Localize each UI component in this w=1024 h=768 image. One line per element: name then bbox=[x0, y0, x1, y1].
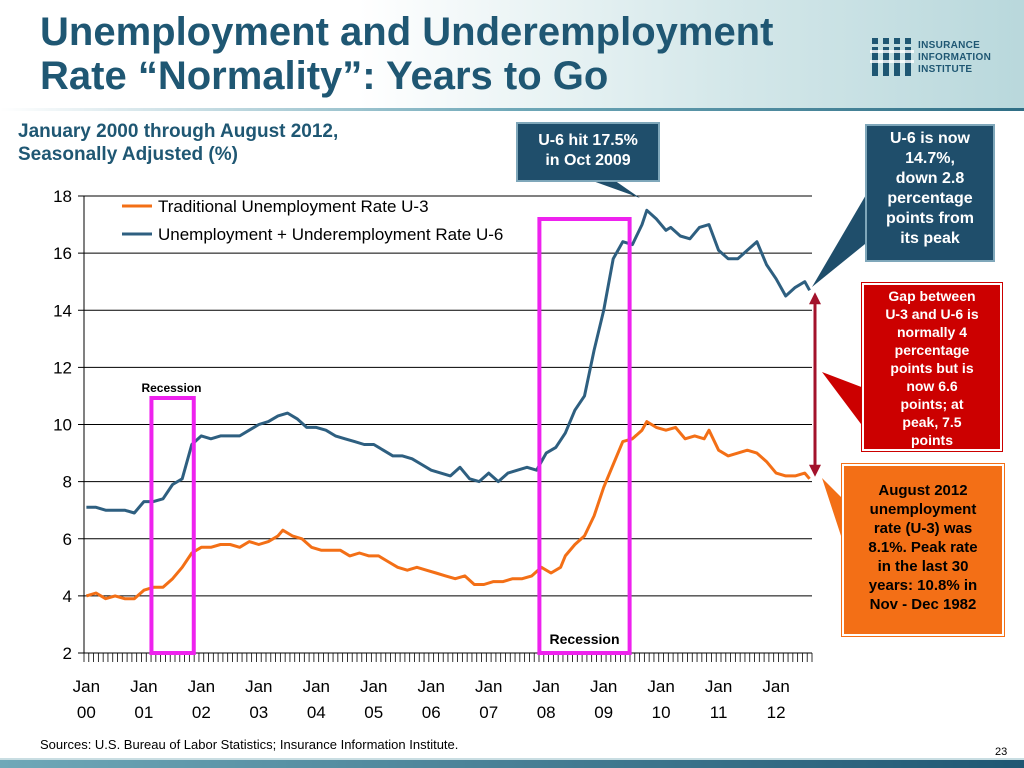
x-tick-label-year: 01 bbox=[134, 703, 153, 722]
callout-now-pointer bbox=[812, 188, 870, 287]
y-tick-label: 8 bbox=[63, 473, 72, 492]
x-tick-label-year: 02 bbox=[192, 703, 211, 722]
x-tick-label-month: Jan bbox=[245, 677, 272, 696]
x-tick-label-month: Jan bbox=[303, 677, 330, 696]
x-tick-label-month: Jan bbox=[647, 677, 674, 696]
callout-aug-pointer bbox=[822, 478, 844, 545]
subtitle-line-1: January 2000 through August 2012, bbox=[18, 121, 339, 142]
callout-aug-line-3: rate (U-3) was bbox=[873, 520, 973, 537]
x-tick-label-year: 03 bbox=[249, 703, 268, 722]
legend-label-u6: Unemployment + Underemployment Rate U-6 bbox=[158, 225, 503, 244]
x-tick-label-month: Jan bbox=[705, 677, 732, 696]
series-line-u6 bbox=[86, 208, 811, 515]
x-tick-label-year: 08 bbox=[537, 703, 556, 722]
callout-gap-line-5: points but is bbox=[890, 360, 974, 376]
page-number: 23 bbox=[995, 746, 1008, 758]
y-tick-label: 6 bbox=[63, 530, 72, 549]
sources-note: Sources: U.S. Bureau of Labor Statistics… bbox=[40, 737, 459, 752]
y-tick-label: 16 bbox=[53, 244, 72, 263]
callout-gap-line-1: Gap between bbox=[888, 288, 976, 304]
logo-line-2: INFORMATION bbox=[918, 52, 992, 63]
x-tick-label-year: 04 bbox=[307, 703, 326, 722]
y-tick-label: 4 bbox=[63, 587, 72, 606]
callout-august-2012: August 2012 unemployment rate (U-3) was 8.1… bbox=[841, 463, 1005, 637]
series-line-u3 bbox=[85, 420, 811, 601]
callout-now-line-3: down 2.8 bbox=[895, 170, 965, 187]
page-title: Unemployment and Underemployment Rate “N… bbox=[40, 10, 840, 98]
x-tick-label-month: Jan bbox=[360, 677, 387, 696]
x-tick-label-year: 06 bbox=[422, 703, 441, 722]
recession-label: Recession bbox=[549, 631, 619, 647]
callout-now-line-4: percentage bbox=[887, 190, 973, 207]
callout-now-line-6: its peak bbox=[900, 230, 960, 247]
x-tick-label-year: 11 bbox=[710, 703, 728, 722]
callout-peak-line-1: U-6 hit 17.5% bbox=[538, 132, 638, 149]
x-tick-label-year: 09 bbox=[594, 703, 613, 722]
callout-gap-line-6: now 6.6 bbox=[906, 378, 958, 394]
x-tick-label-year: 12 bbox=[767, 703, 786, 722]
iii-logo-icon bbox=[870, 38, 914, 76]
callout-gap-line-2: U-3 and U-6 is bbox=[885, 306, 979, 322]
title-line-2: Rate “Normality”: Years to Go bbox=[40, 54, 609, 98]
callout-gap-line-3: normally 4 bbox=[896, 324, 968, 340]
x-tick-label-month: Jan bbox=[532, 677, 559, 696]
callout-gap-line-8: peak, 7.5 bbox=[902, 414, 962, 430]
x-tick-label-year: 05 bbox=[364, 703, 383, 722]
y-tick-label: 2 bbox=[63, 644, 72, 663]
callout-now-line-2: 14.7%, bbox=[905, 150, 955, 167]
logo-text: INSURANCE INFORMATION INSTITUTE bbox=[918, 40, 991, 76]
x-tick-label-year: 07 bbox=[479, 703, 498, 722]
callout-gap-line-9: points bbox=[911, 432, 953, 448]
callout-now-line-5: points from bbox=[886, 210, 974, 227]
callout-aug-line-4: 8.1%. Peak rate bbox=[868, 539, 978, 556]
callout-now-line-1: U-6 is now bbox=[889, 130, 970, 147]
chart-subtitle: January 2000 through August 2012, Season… bbox=[18, 120, 438, 166]
x-tick-label-year: 10 bbox=[652, 703, 671, 722]
callout-aug-line-1: August 2012 bbox=[878, 482, 968, 499]
y-tick-label: 18 bbox=[53, 187, 72, 206]
iii-logo: INSURANCE INFORMATION INSTITUTE bbox=[870, 36, 1010, 80]
title-line-1: Unemployment and Underemployment bbox=[40, 10, 774, 54]
x-tick-label-month: Jan bbox=[130, 677, 157, 696]
x-tick-label-month: Jan bbox=[73, 677, 100, 696]
header-rule bbox=[0, 108, 1024, 111]
callout-aug-line-7: Nov - Dec 1982 bbox=[869, 596, 977, 613]
callout-u6-peak: U-6 hit 17.5% in Oct 2009 bbox=[516, 122, 660, 182]
x-tick-label-month: Jan bbox=[762, 677, 789, 696]
header-band: Unemployment and Underemployment Rate “N… bbox=[0, 0, 1024, 110]
logo-line-1: INSURANCE bbox=[918, 40, 981, 51]
callout-aug-line-6: years: 10.8% in bbox=[868, 577, 978, 594]
callout-gap-line-7: points; at bbox=[900, 396, 964, 412]
subtitle-line-2: Seasonally Adjusted (%) bbox=[18, 144, 238, 165]
x-tick-label-month: Jan bbox=[590, 677, 617, 696]
x-tick-label-month: Jan bbox=[418, 677, 445, 696]
callout-aug-line-5: in the last 30 bbox=[877, 558, 969, 575]
x-tick-label-year: 00 bbox=[77, 703, 96, 722]
x-tick-label-month: Jan bbox=[475, 677, 502, 696]
y-tick-label: 12 bbox=[53, 358, 72, 377]
y-tick-label: 14 bbox=[53, 301, 72, 320]
gap-arrow-head-down bbox=[809, 464, 821, 477]
footer-rule bbox=[0, 758, 1024, 760]
x-tick-label-month: Jan bbox=[188, 677, 215, 696]
recession-box bbox=[149, 396, 196, 655]
recession-label-bg bbox=[544, 628, 625, 649]
callout-gap: Gap between U-3 and U-6 is normally 4 perce… bbox=[861, 282, 1003, 452]
callout-u6-now: U-6 is now 14.7%, down 2.8 percentage points… bbox=[865, 124, 995, 262]
gap-arrow-head-up bbox=[809, 292, 821, 305]
recession-box bbox=[537, 217, 632, 655]
footer-bar bbox=[0, 760, 1024, 768]
callout-peak-line-2: in Oct 2009 bbox=[545, 152, 631, 169]
callout-gap-line-4: percentage bbox=[894, 342, 970, 358]
callout-aug-line-2: unemployment bbox=[869, 501, 977, 518]
recession-label: Recession bbox=[141, 381, 201, 395]
logo-line-3: INSTITUTE bbox=[918, 64, 973, 75]
y-tick-label: 10 bbox=[53, 416, 72, 435]
callout-peak-pointer bbox=[590, 180, 640, 198]
callout-gap-pointer bbox=[822, 372, 864, 428]
legend-label-u3: Traditional Unemployment Rate U-3 bbox=[158, 197, 429, 216]
